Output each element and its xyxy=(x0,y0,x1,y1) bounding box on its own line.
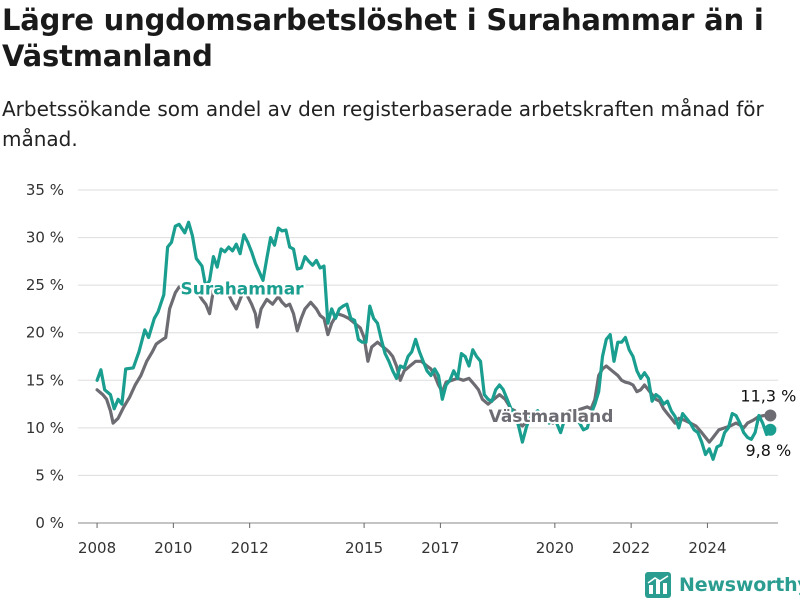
y-tick-label: 25 % xyxy=(26,276,64,294)
series-line-surahammar xyxy=(95,220,772,461)
newsworthy-logo-icon xyxy=(645,572,671,598)
chart-title: Lägre ungdomsarbetslöshet i Surahammar ä… xyxy=(2,3,764,73)
brand-name: Newsworthy xyxy=(679,574,800,596)
gridlines xyxy=(78,189,778,524)
y-tick-label: 30 % xyxy=(26,229,64,247)
x-tick-label: 2022 xyxy=(612,539,650,557)
x-axis-ticks: 2008 2010 2012 2015 2017 2020 2022 2024 xyxy=(78,523,727,557)
series-label-surahammar: Surahammar xyxy=(181,280,305,300)
brand-logo: Newsworthy xyxy=(645,569,800,601)
end-point-västmanland xyxy=(764,409,777,422)
y-tick-label: 0 % xyxy=(35,514,64,532)
end-value-label-surahammar: 9,8 % xyxy=(746,441,792,460)
x-tick-label: 2015 xyxy=(345,539,383,557)
series-label-västmanland: Västmanland xyxy=(489,407,614,427)
x-tick-label: 2008 xyxy=(78,539,116,557)
series-labels: Surahammar 9,8 % Västmanland 11,3 % xyxy=(179,278,797,460)
x-tick-label: 2010 xyxy=(154,539,192,557)
x-tick-label: 2020 xyxy=(536,539,574,557)
x-tick-label: 2017 xyxy=(421,539,459,557)
end-value-label-västmanland: 11,3 % xyxy=(740,386,796,405)
y-tick-label: 5 % xyxy=(35,466,64,484)
chart-subtitle: Arbetssökande som andel av den registerb… xyxy=(2,97,764,151)
x-tick-label: 2012 xyxy=(231,539,269,557)
y-tick-label: 20 % xyxy=(26,324,64,342)
end-point-surahammar xyxy=(764,423,777,436)
y-tick-label: 35 % xyxy=(26,181,64,199)
y-axis-ticks: 0 % 5 % 10 % 15 % 20 % 25 % 30 % 35 % xyxy=(26,181,64,532)
x-tick-label: 2024 xyxy=(688,539,726,557)
series-line-västmanland xyxy=(95,283,772,444)
y-tick-label: 10 % xyxy=(26,419,64,437)
y-tick-label: 15 % xyxy=(26,371,64,389)
series-lines xyxy=(95,220,777,461)
